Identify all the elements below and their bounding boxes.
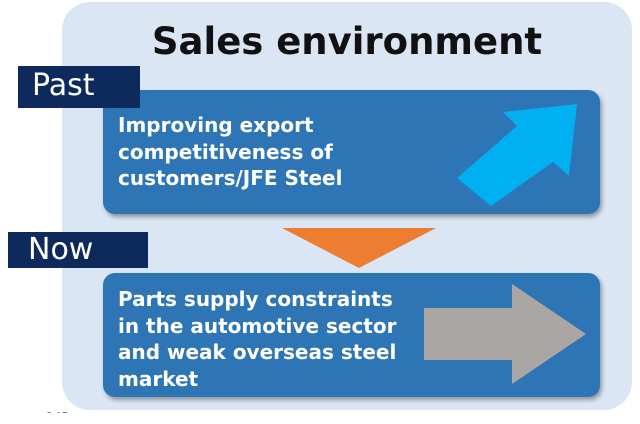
- text-line: Parts supply constraints: [118, 287, 393, 311]
- past-text: Improving export competitiveness of cust…: [118, 112, 342, 192]
- text-line: competitiveness of: [118, 139, 333, 164]
- cover: [40, 413, 144, 423]
- text-line: Improving export: [118, 113, 314, 137]
- text-line: customers/JFE Steel: [118, 166, 343, 190]
- down-triangle: [282, 228, 436, 268]
- text-line: and weak overseas steel: [118, 340, 397, 364]
- text-line: in the automotive sector: [118, 313, 397, 338]
- now-text: Parts supply constraints in the automoti…: [118, 286, 396, 392]
- title: Sales environment: [151, 20, 543, 63]
- now-tag: Now: [8, 232, 148, 268]
- past-tag: Past: [18, 66, 140, 108]
- up-arrow: [457, 104, 577, 206]
- right-arrow: [424, 284, 586, 384]
- text-line: market: [118, 366, 199, 391]
